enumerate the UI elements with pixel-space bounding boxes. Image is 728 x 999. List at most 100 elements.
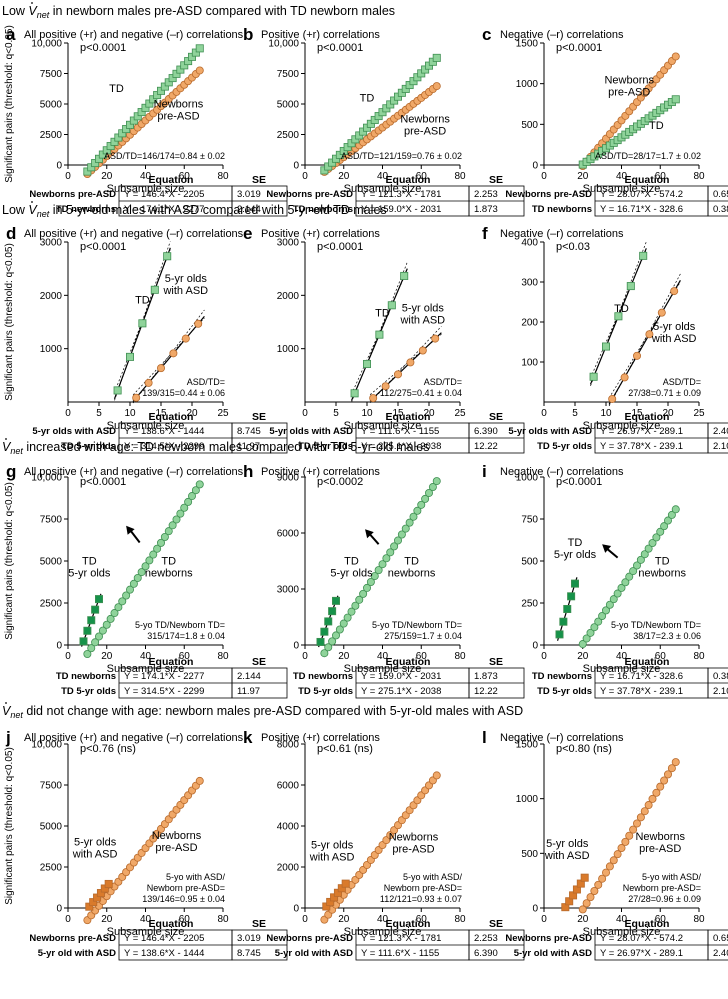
- panel-subtitle: Negative (–r) correlations: [500, 29, 624, 41]
- table-row-name: Newborns pre-ASD: [505, 933, 592, 944]
- table-se: 2.107: [713, 441, 728, 452]
- y-tick-label: 5000: [277, 100, 300, 111]
- series-label: 5-yr olds: [311, 840, 354, 852]
- data-point: [633, 351, 642, 360]
- data-point: [571, 579, 580, 588]
- x-tick-label: 60: [655, 651, 667, 662]
- x-tick-label: 40: [377, 914, 389, 925]
- table-header-equation: Equation: [386, 656, 431, 668]
- panel-subtitle: Negative (–r) correlations: [500, 466, 624, 478]
- table-equation: Y = 314.5*X - 2299: [124, 686, 204, 697]
- series-label: pre-ASD: [404, 125, 446, 137]
- panel-subtitle: Positive (+r) correlations: [261, 228, 380, 240]
- fit-line: [132, 316, 205, 402]
- y-tick-label: 300: [521, 278, 538, 289]
- table-row-name: Newborns pre-ASD: [505, 189, 592, 200]
- data-point: [406, 358, 415, 367]
- data-point: [432, 771, 441, 780]
- table-se: 2.107: [713, 686, 728, 697]
- data-point: [331, 631, 340, 640]
- x-axis-title: Subsample size: [344, 663, 422, 675]
- y-tick-label: 2500: [40, 130, 63, 141]
- table-header-se: SE: [252, 411, 266, 423]
- panel-j: j All positive (+r) and negative (–r) cor…: [5, 728, 288, 961]
- table-header-equation: Equation: [625, 918, 670, 930]
- y-tick-label: 3000: [277, 238, 300, 249]
- data-point: [625, 831, 634, 840]
- x-tick-label: 60: [416, 171, 428, 182]
- table-row-name: 5-yr old with ASD: [514, 948, 592, 959]
- panel-h: h Positive (+r) correlations 0 20 40 60 80 0 300…: [243, 462, 525, 699]
- data-point: [667, 510, 676, 519]
- data-point: [393, 536, 402, 545]
- p-value: p<0.80 (ns): [556, 743, 612, 755]
- y-tick-label: 750: [521, 515, 538, 526]
- data-point: [102, 620, 111, 629]
- data-point: [567, 592, 576, 601]
- confidence-band-lower: [132, 309, 205, 404]
- panel-subtitle: Positive (+r) correlations: [261, 29, 380, 41]
- data-point: [98, 626, 107, 635]
- series-label: pre-ASD: [392, 843, 434, 855]
- series-label: pre-ASD: [639, 843, 681, 855]
- data-point: [184, 497, 193, 506]
- series-label: with ASD: [162, 285, 208, 297]
- table-se: 0.3868: [713, 204, 728, 215]
- data-point: [331, 596, 340, 605]
- panel-subtitle: All positive (+r) and negative (–r) corr…: [24, 466, 244, 478]
- table-header-equation: Equation: [149, 174, 194, 186]
- x-tick-label: 0: [302, 171, 308, 182]
- x-tick-label: 0: [65, 651, 71, 662]
- data-point: [671, 95, 680, 104]
- series-label: TD: [135, 294, 150, 306]
- data-point: [156, 538, 165, 547]
- x-tick-label: 80: [693, 651, 705, 662]
- table-row-name: 5-yr old with ASD: [38, 948, 116, 959]
- data-point: [118, 597, 127, 606]
- table-row-name: TD newborns: [56, 671, 116, 682]
- data-point: [320, 627, 329, 636]
- table-row-name: TD 5-yr olds: [298, 686, 353, 697]
- table-row-name: TD newborns: [293, 671, 353, 682]
- ratio-text: 112/121=0.93 ± 0.07: [380, 894, 462, 904]
- table-se: 3.019: [237, 933, 261, 944]
- series-label: newborns: [145, 567, 193, 579]
- panel-l: l Negative (–r) correlations 0 20 40 60 80 0 500…: [482, 728, 728, 961]
- data-point: [104, 879, 113, 888]
- x-tick-label: 40: [140, 651, 152, 662]
- data-point: [87, 616, 96, 625]
- panel-letter: d: [6, 224, 16, 243]
- series-label: 5-yr olds: [653, 321, 696, 333]
- panel-a: a All positive (+r) and negative (–r) cor…: [6, 25, 288, 217]
- table-equation: Y = 111.6*X - 1155: [361, 426, 439, 437]
- table-equation: Y = 111.6*X - 1155: [361, 948, 439, 959]
- data-point: [144, 378, 153, 387]
- x-tick-label: 40: [377, 171, 389, 182]
- data-point: [160, 533, 169, 542]
- data-point: [347, 607, 356, 616]
- ratio-text: 38/17=2.3 ± 0.06: [633, 631, 701, 641]
- data-point: [362, 583, 371, 592]
- data-point: [645, 330, 654, 339]
- data-point: [324, 617, 333, 626]
- data-point: [418, 346, 427, 355]
- data-point: [95, 595, 104, 604]
- v-dot: [31, 201, 33, 203]
- table-row-name: Newborns pre-ASD: [29, 189, 116, 200]
- table-row-name: TD newborns: [293, 204, 353, 215]
- data-point: [91, 605, 100, 614]
- table-row-name: TD newborns: [532, 671, 592, 682]
- x-tick-label: 0: [65, 914, 71, 925]
- y-tick-label: 0: [532, 904, 538, 915]
- table-se: 1.873: [474, 204, 498, 215]
- data-point: [602, 342, 611, 351]
- data-point: [382, 554, 391, 563]
- series-label: 5-yr olds: [402, 302, 445, 314]
- table-equation: Y = 146.4*X - 2205: [124, 933, 204, 944]
- panel-e: e Positive (+r) correlations 0 5 10 15 20 25 100…: [243, 224, 525, 454]
- table-equation: Y = 37.78*X - 239.1: [600, 441, 683, 452]
- table-row-name: 5-yr old with ASD: [275, 948, 353, 959]
- table-header-equation: Equation: [149, 411, 194, 423]
- ratio-text: 27/38=0.71 ± 0.09: [628, 388, 701, 398]
